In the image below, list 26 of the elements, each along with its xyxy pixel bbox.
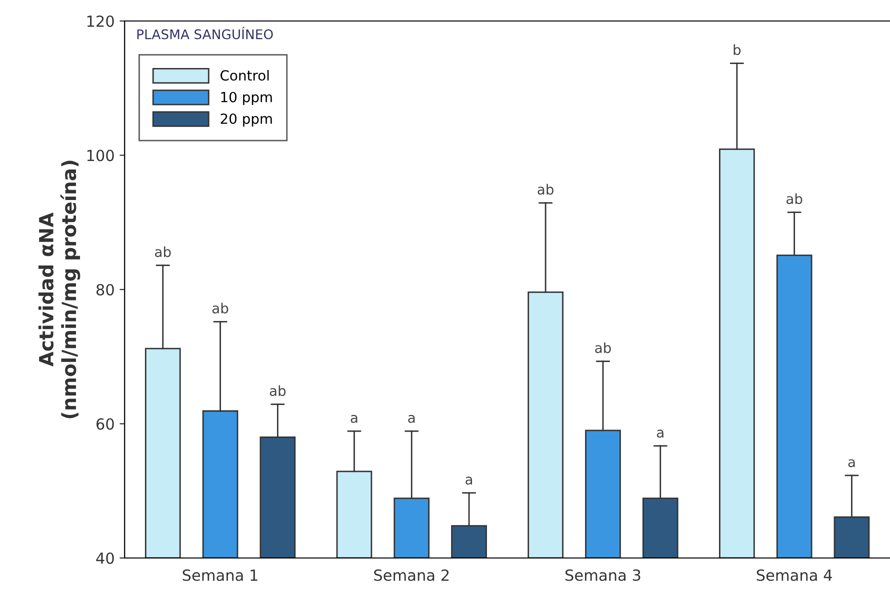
annotation: ab [212, 302, 228, 314]
x-tick-label: Semana 1 [182, 569, 258, 581]
y-axis-title: Actividad αNA (nmol/min/mg proteína) [38, 160, 80, 418]
annotation: a [848, 459, 855, 468]
annotation: ab [786, 193, 802, 204]
y-tick-label: 40 [96, 552, 114, 564]
x-tick-label: Semana 3 [566, 569, 640, 581]
y-tick-label: 120 [87, 15, 114, 28]
annotation: ab [270, 385, 286, 396]
annotation: a [466, 476, 472, 485]
annotation: a [350, 414, 358, 423]
y-tick-label: 60 [96, 418, 114, 430]
annotation: a [408, 414, 415, 423]
legend-label: 20 ppm [220, 113, 272, 127]
annotation: b [734, 44, 741, 56]
y-tick-label: 100 [87, 150, 114, 162]
legend-label: Control [220, 70, 269, 81]
annotation: ab [595, 342, 611, 354]
x-tick-label: Semana 4 [756, 569, 832, 581]
y-tick-label: 80 [96, 284, 114, 296]
legend-title: PLASMA SANGUÍNEO [137, 26, 273, 40]
annotation: ab [155, 246, 171, 258]
legend-label: 10 ppm [221, 92, 272, 106]
annotation: a [656, 430, 664, 438]
x-tick-label: Semana 2 [374, 569, 449, 581]
annotation: ab [538, 184, 554, 195]
